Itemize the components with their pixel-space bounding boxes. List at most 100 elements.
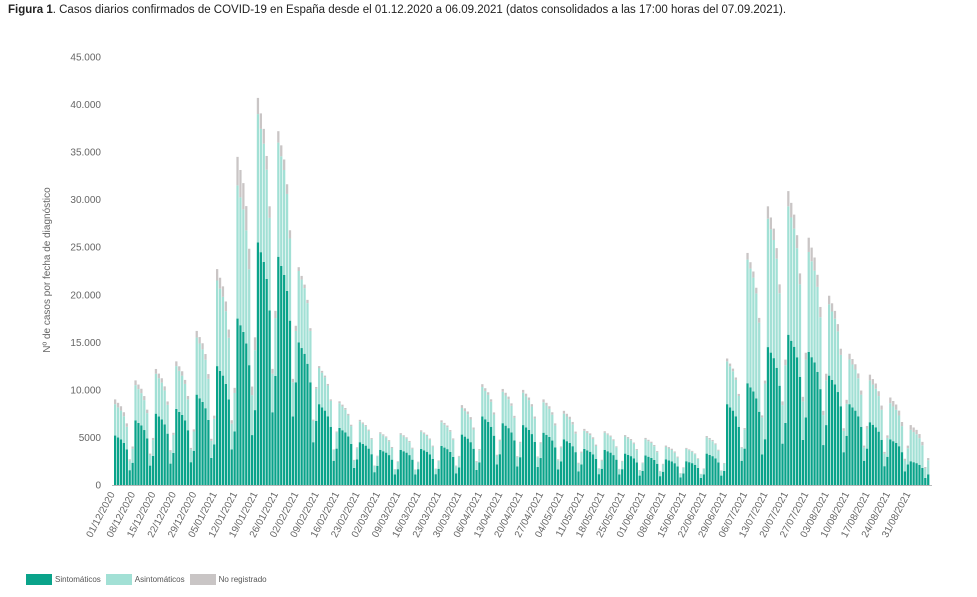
bar-sintomaticos [524,427,528,485]
bar-no-registrado [644,437,647,440]
bar-sintomaticos [469,442,472,485]
bar-sintomaticos [740,460,743,485]
bar-no-registrado [236,156,239,186]
bar-asintomaticos [373,465,376,473]
bar-asintomaticos [600,460,603,469]
bar-sintomaticos [842,452,845,485]
bar-asintomaticos [116,407,120,438]
bar-no-registrado [626,437,630,439]
bar-no-registrado [615,446,618,448]
bar-asintomaticos [871,384,874,425]
bar-asintomaticos [574,433,577,453]
bar-sintomaticos [283,274,286,485]
legend-item-sintomaticos: Sintomáticos [26,574,101,585]
bar-no-registrado [358,419,362,422]
bar-no-registrado [513,415,516,418]
bar-no-registrado [539,442,542,444]
bar-asintomaticos [714,444,717,459]
bar-sintomaticos [819,389,822,485]
bar-asintomaticos [501,391,504,424]
bar-sintomaticos [810,357,813,485]
bar-asintomaticos [125,426,128,450]
bar-asintomaticos [664,446,668,460]
bar-no-registrado [522,389,525,393]
bar-sintomaticos [446,449,449,485]
bar-sintomaticos [650,457,653,485]
bar-asintomaticos [699,474,703,478]
bar-no-registrado [146,409,149,414]
bar-no-registrado [431,445,434,447]
bar-sintomaticos [825,425,828,485]
bar-asintomaticos [559,447,563,462]
bar-asintomaticos [702,468,705,475]
bar-no-registrado [778,284,781,294]
bar-no-registrado [895,404,898,410]
bar-no-registrado [924,467,927,469]
bar-sintomaticos [778,385,781,485]
bar-sintomaticos [507,428,510,485]
bar-asintomaticos [452,439,455,457]
bar-asintomaticos [795,248,799,358]
bar-sintomaticos [830,380,834,485]
bar-asintomaticos [283,169,286,275]
bar-asintomaticos [329,400,332,427]
bar-no-registrado [376,455,379,457]
bar-no-registrado [367,429,370,431]
bar-sintomaticos [303,353,306,485]
bar-no-registrado [769,217,772,230]
bar-sintomaticos [571,446,574,485]
bar-no-registrado [454,465,458,467]
bar-sintomaticos [551,440,554,485]
bar-no-registrado [810,247,813,262]
bar-no-registrado [344,408,347,410]
bar-no-registrado [274,310,277,319]
bar-sintomaticos [128,470,131,485]
bar-asintomaticos [734,379,738,417]
bar-asintomaticos [667,448,670,461]
y-tick-label: 40.000 [70,100,101,111]
bar-asintomaticos [449,431,452,452]
bar-asintomaticos [213,418,216,445]
bar-sintomaticos [519,457,522,485]
bar-asintomaticos [556,460,560,470]
bar-no-registrado [693,453,697,455]
bar-asintomaticos [128,460,131,471]
bar-asintomaticos [816,286,819,372]
bar-sintomaticos [431,458,434,485]
bar-no-registrado [280,145,283,157]
bar-sintomaticos [151,455,155,485]
bar-asintomaticos [352,460,356,468]
bar-no-registrado [548,406,551,409]
bar-no-registrado [390,446,394,449]
bar-no-registrado [676,456,679,458]
bar-asintomaticos [172,434,175,453]
bar-sintomaticos [382,451,385,485]
bar-asintomaticos [460,407,464,435]
bar-sintomaticos [318,404,321,485]
bar-asintomaticos [160,382,163,420]
bar-asintomaticos [897,415,901,447]
bar-sintomaticos [239,325,242,485]
bar-asintomaticos [201,349,204,402]
bar-sintomaticos [653,459,656,485]
bar-no-registrado [425,434,429,436]
bar-asintomaticos [475,461,478,470]
bar-no-registrado [822,410,825,416]
bar-asintomaticos [594,445,598,459]
bar-no-registrado [495,454,499,456]
bar-no-registrado [122,412,126,417]
bar-asintomaticos [621,461,624,470]
bar-sintomaticos [160,419,163,485]
bar-no-registrado [189,447,193,450]
bar-no-registrado [402,435,405,437]
bar-no-registrado [743,428,746,430]
bar-sintomaticos [452,456,455,485]
bar-sintomaticos [437,468,440,485]
bar-no-registrado [192,429,195,432]
bar-sintomaticos [839,406,842,485]
bar-sintomaticos [379,449,382,485]
bar-no-registrado [632,442,636,444]
bar-sintomaticos [862,460,866,485]
bar-sintomaticos [422,450,426,485]
bar-sintomaticos [306,363,309,485]
